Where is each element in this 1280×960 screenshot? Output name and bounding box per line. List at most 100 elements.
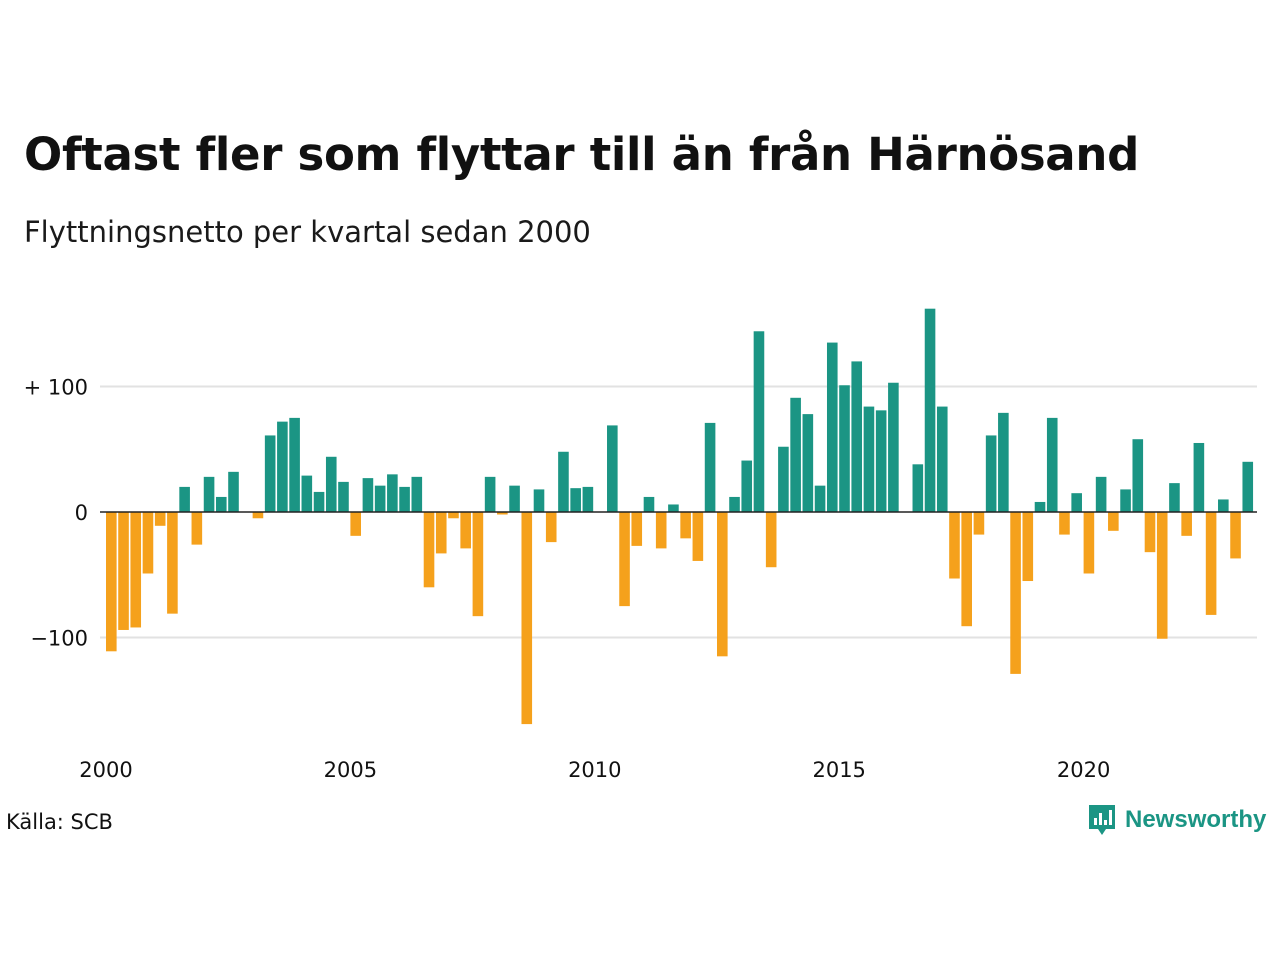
- bar-36: [545, 512, 557, 543]
- bar-3: [142, 512, 154, 574]
- bar-57: [802, 414, 814, 512]
- bar-30: [472, 512, 484, 617]
- bar-31: [484, 476, 496, 512]
- bar-10: [228, 471, 239, 512]
- bar-17: [313, 491, 325, 512]
- bar-24: [399, 486, 410, 512]
- bar-74: [1010, 512, 1021, 674]
- bar-15: [289, 417, 300, 512]
- bar-64: [888, 382, 899, 512]
- bar-0: [106, 512, 117, 652]
- bar-32: [497, 512, 508, 515]
- bar-79: [1071, 493, 1082, 512]
- bar-6: [179, 486, 190, 512]
- bar-62: [863, 406, 875, 512]
- bar-23: [387, 474, 398, 512]
- bar-81: [1095, 476, 1107, 512]
- bar-chart: + 100 0 −100 2000 2005 2010 2015 2020: [24, 308, 1257, 782]
- bar-8: [203, 476, 215, 512]
- bar-48: [692, 512, 704, 561]
- bar-21: [362, 478, 374, 512]
- y-tick-label-1: 0: [75, 501, 88, 525]
- bar-33: [509, 485, 520, 512]
- bar-78: [1059, 512, 1070, 535]
- bar-28: [448, 512, 459, 519]
- bar-86: [1156, 512, 1168, 639]
- chart-subtitle: Flyttningsnetto per kvartal sedan 2000: [24, 215, 591, 249]
- bar-93: [1242, 461, 1254, 512]
- bar-5: [167, 512, 178, 614]
- bar-47: [680, 512, 691, 539]
- bar-61: [851, 361, 863, 512]
- grid-lines: [100, 385, 1257, 639]
- x-tick-label-0: 2000: [79, 758, 132, 782]
- bar-42: [619, 512, 630, 607]
- brand-name: Newsworthy: [1125, 806, 1267, 833]
- bar-46: [668, 504, 679, 512]
- bar-66: [912, 464, 924, 512]
- bar-50: [717, 512, 728, 657]
- bar-71: [973, 512, 985, 535]
- bar-2: [130, 512, 142, 628]
- bar-1: [118, 512, 129, 630]
- source-note: Källa: SCB: [6, 810, 113, 834]
- bar-9: [215, 496, 227, 512]
- bar-29: [460, 512, 471, 549]
- bar-55: [778, 446, 789, 512]
- bar-58: [814, 485, 826, 512]
- bar-88: [1181, 512, 1192, 536]
- bar-41: [607, 425, 618, 512]
- bar-45: [655, 512, 667, 549]
- bar-92: [1230, 512, 1241, 559]
- bar-14: [277, 421, 288, 512]
- bar-54: [765, 512, 777, 568]
- bar-4: [154, 512, 166, 526]
- bar-69: [949, 512, 960, 579]
- x-tick-label-4: 2020: [1057, 758, 1110, 782]
- y-tick-label-2: −100: [30, 627, 88, 651]
- bar-16: [301, 475, 313, 512]
- bar-82: [1108, 512, 1119, 531]
- bar-7: [191, 512, 203, 545]
- bar-18: [325, 456, 337, 512]
- bars: [106, 308, 1254, 725]
- brand-logo: Newsworthy: [1087, 803, 1266, 837]
- bar-34: [521, 512, 533, 725]
- bar-20: [350, 512, 361, 536]
- bar-72: [985, 435, 997, 512]
- bar-44: [643, 496, 655, 512]
- x-tick-label-3: 2015: [812, 758, 865, 782]
- bar-77: [1046, 417, 1058, 512]
- bar-22: [374, 485, 386, 512]
- bar-49: [704, 422, 716, 512]
- bar-12: [252, 512, 264, 519]
- bar-39: [582, 486, 594, 512]
- bar-56: [790, 397, 801, 512]
- bar-89: [1193, 442, 1205, 512]
- bar-52: [741, 460, 753, 512]
- bar-26: [423, 512, 435, 588]
- y-axis-labels: + 100 0 −100: [24, 376, 88, 651]
- bar-85: [1144, 512, 1156, 553]
- bar-19: [338, 481, 349, 512]
- x-tick-label-2: 2010: [568, 758, 621, 782]
- bar-67: [924, 308, 936, 512]
- bar-13: [264, 435, 276, 512]
- bar-35: [533, 489, 545, 512]
- y-tick-label-0: + 100: [24, 376, 88, 400]
- bar-25: [411, 476, 423, 512]
- bar-59: [826, 342, 838, 512]
- bar-60: [839, 385, 850, 512]
- bar-83: [1120, 489, 1131, 512]
- bar-63: [875, 410, 887, 512]
- chart-title: Oftast fler som flyttar till än från Här…: [24, 128, 1140, 181]
- bar-90: [1205, 512, 1217, 615]
- bar-70: [961, 512, 972, 627]
- bar-80: [1083, 512, 1095, 574]
- bar-76: [1034, 501, 1046, 512]
- bar-75: [1022, 512, 1034, 582]
- bar-51: [729, 496, 740, 512]
- bar-84: [1132, 439, 1144, 512]
- x-axis-labels: 2000 2005 2010 2015 2020: [79, 758, 1110, 782]
- newsworthy-chart-logo-icon: [1089, 805, 1115, 835]
